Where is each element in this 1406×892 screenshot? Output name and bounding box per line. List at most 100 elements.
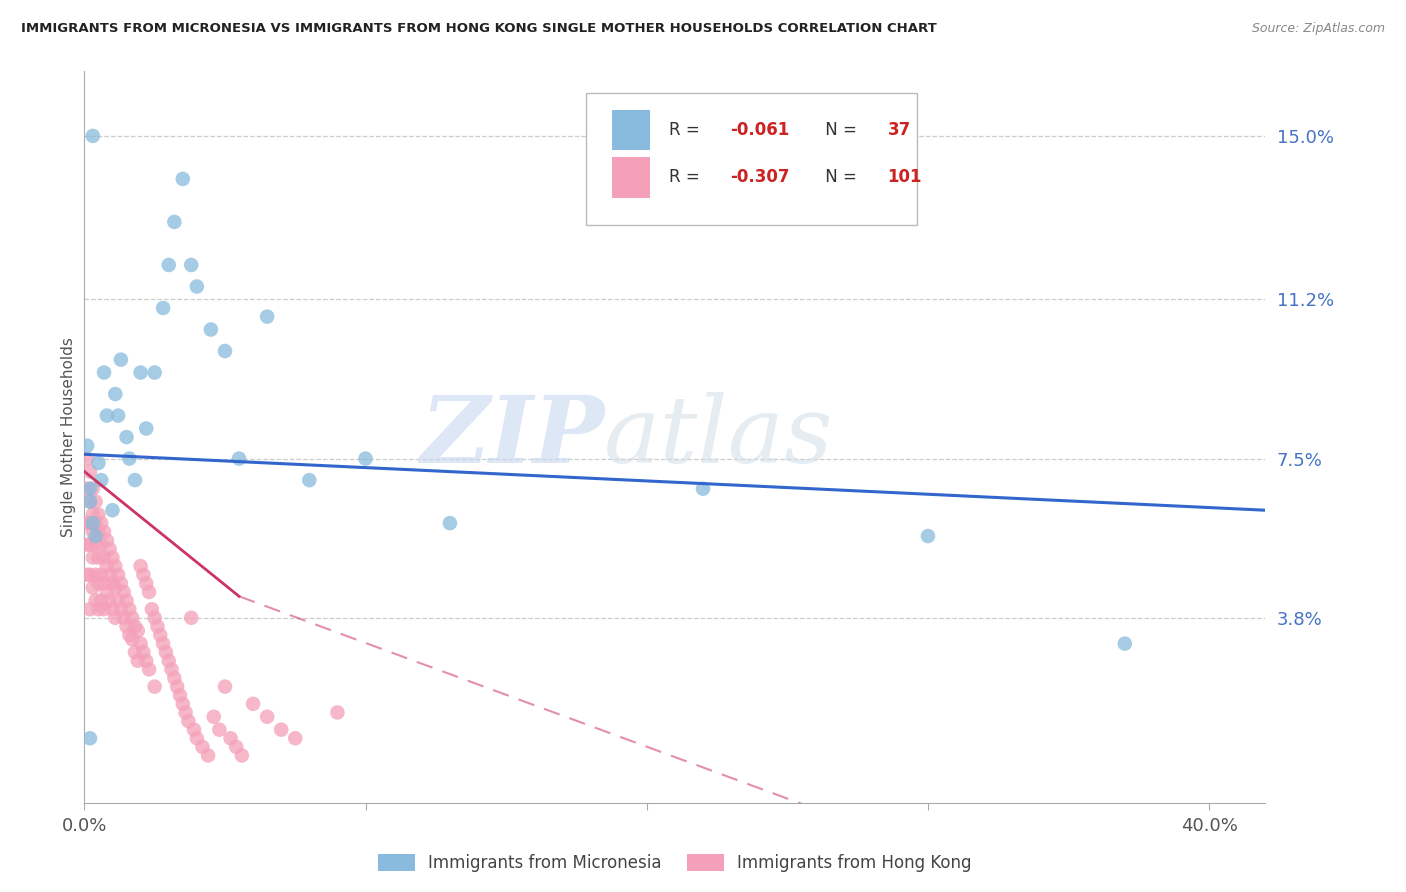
Point: [82, 550, 104, 565]
Point: [84, 538, 107, 552]
Point: [84, 516, 107, 530]
Point: [118, 451, 141, 466]
Point: [76, 516, 98, 530]
Point: [115, 430, 138, 444]
Point: [82, 524, 104, 539]
Point: [107, 567, 129, 582]
Point: [82, 516, 104, 530]
Point: [93, 524, 115, 539]
Point: [76, 482, 98, 496]
Point: [191, 739, 214, 754]
Point: [124, 473, 146, 487]
Point: [84, 593, 107, 607]
Point: [231, 748, 253, 763]
Point: [155, 645, 177, 659]
Point: [79, 731, 101, 746]
Point: [112, 585, 135, 599]
Point: [172, 172, 194, 186]
Point: [177, 714, 200, 728]
Point: [107, 409, 129, 423]
Point: [101, 576, 124, 591]
Point: [129, 559, 152, 574]
Point: [79, 538, 101, 552]
Point: [439, 516, 461, 530]
Bar: [612, 110, 650, 150]
Point: [298, 473, 321, 487]
Point: [180, 258, 202, 272]
Point: [96, 559, 118, 574]
Point: [79, 516, 101, 530]
Point: [135, 654, 157, 668]
Point: [124, 645, 146, 659]
Point: [1114, 637, 1136, 651]
Point: [90, 593, 112, 607]
Point: [82, 482, 104, 496]
Point: [118, 602, 141, 616]
Point: [104, 559, 127, 574]
Point: [101, 550, 124, 565]
Point: [76, 567, 98, 582]
Point: [200, 322, 222, 336]
Point: [214, 344, 236, 359]
Point: [219, 731, 242, 746]
Point: [79, 494, 101, 508]
Text: Source: ZipAtlas.com: Source: ZipAtlas.com: [1251, 22, 1385, 36]
Point: [127, 624, 149, 638]
Point: [76, 538, 98, 552]
Point: [82, 128, 104, 143]
Point: [79, 602, 101, 616]
Point: [183, 723, 205, 737]
Point: [79, 482, 101, 496]
Point: [101, 503, 124, 517]
Point: [118, 628, 141, 642]
Point: [115, 593, 138, 607]
Point: [228, 451, 250, 466]
Point: [90, 567, 112, 582]
FancyBboxPatch shape: [586, 94, 917, 225]
Text: -0.307: -0.307: [730, 169, 790, 186]
Point: [93, 550, 115, 565]
Point: [79, 567, 101, 582]
Text: 37: 37: [887, 121, 911, 139]
Point: [225, 739, 247, 754]
Point: [354, 451, 377, 466]
Point: [93, 366, 115, 380]
Point: [96, 409, 118, 423]
Point: [98, 541, 121, 556]
Point: [152, 301, 174, 315]
Point: [121, 611, 143, 625]
Point: [110, 352, 132, 367]
Point: [79, 465, 101, 479]
Point: [326, 706, 349, 720]
Point: [101, 602, 124, 616]
Point: [138, 662, 160, 676]
Point: [138, 585, 160, 599]
Point: [197, 748, 219, 763]
Point: [214, 680, 236, 694]
Point: [84, 567, 107, 582]
Point: [186, 731, 208, 746]
Point: [87, 524, 110, 539]
Point: [87, 508, 110, 522]
Point: [157, 258, 180, 272]
Point: [141, 602, 163, 616]
Point: [124, 619, 146, 633]
Point: [87, 456, 110, 470]
Point: [82, 508, 104, 522]
Point: [146, 619, 169, 633]
Point: [93, 602, 115, 616]
Point: [127, 654, 149, 668]
Point: [129, 366, 152, 380]
Point: [132, 645, 155, 659]
Point: [202, 710, 225, 724]
Point: [104, 611, 127, 625]
Point: [208, 723, 231, 737]
Point: [163, 671, 186, 685]
Point: [76, 439, 98, 453]
Point: [107, 593, 129, 607]
Point: [180, 611, 202, 625]
Point: [256, 310, 278, 324]
Point: [96, 533, 118, 548]
Point: [256, 710, 278, 724]
Point: [79, 494, 101, 508]
